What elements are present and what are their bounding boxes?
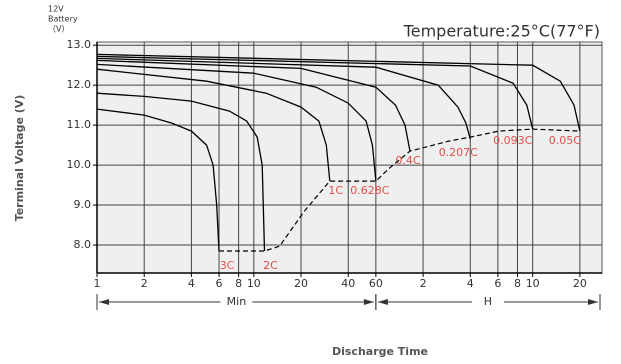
y-unit: Battery [48,15,78,24]
x-tick-label: 20 [294,277,308,290]
curve [96,55,534,130]
y-tick-label: 11.0 [67,118,92,131]
y-tick-label: 12.0 [67,78,92,91]
x-tick-label: 2 [420,277,427,290]
x-tick-label: 60 [369,277,383,290]
x-tick-label: 40 [341,277,355,290]
curve-label: 2C [263,259,278,272]
x-tick-label: 10 [247,277,261,290]
curve [96,63,377,182]
y-tick-label: 8.0 [74,238,92,251]
arrow-head [363,299,374,305]
y-tick-label: 9.0 [74,198,92,211]
chart-title: Temperature:25°C(77°F) [403,22,600,41]
y-tick-label: 13.0 [67,38,92,51]
arrow-head [377,299,388,305]
unit-label: Min [227,295,247,308]
x-axis-title: Discharge Time [332,345,428,358]
x-tick-label: 6 [494,277,501,290]
x-tick-label: 10 [526,277,540,290]
y-unit: 12V [48,5,64,14]
curve-label: 0.05C [549,134,581,147]
curve [96,92,266,252]
arrow-head [99,299,109,305]
curve-label: 0.093C [493,134,532,147]
curve [96,59,411,152]
curve [96,68,331,182]
curve [96,108,220,252]
curve [96,57,471,140]
x-tick-label: 8 [235,277,242,290]
x-tick-label: 8 [514,277,521,290]
x-tick-label: 4 [188,277,195,290]
x-tick-label: 4 [467,277,474,290]
curve [96,53,581,132]
curve-label: 3C [220,259,235,272]
plot-area [97,42,602,273]
x-tick-label: 1 [94,277,101,290]
curve-label: 0.207C [439,146,478,159]
unit-label: H [484,295,492,308]
y-unit: （V） [48,25,69,34]
arrow-head [588,299,598,305]
x-tick-label: 20 [573,277,587,290]
x-tick-label: 6 [216,277,223,290]
y-axis-title: Terminal Voltage (V) [13,95,26,222]
curve-label: 1C [328,184,343,197]
y-tick-label: 10.0 [67,158,92,171]
x-tick-label: 2 [141,277,148,290]
curve-label: 0.628C [350,184,389,197]
